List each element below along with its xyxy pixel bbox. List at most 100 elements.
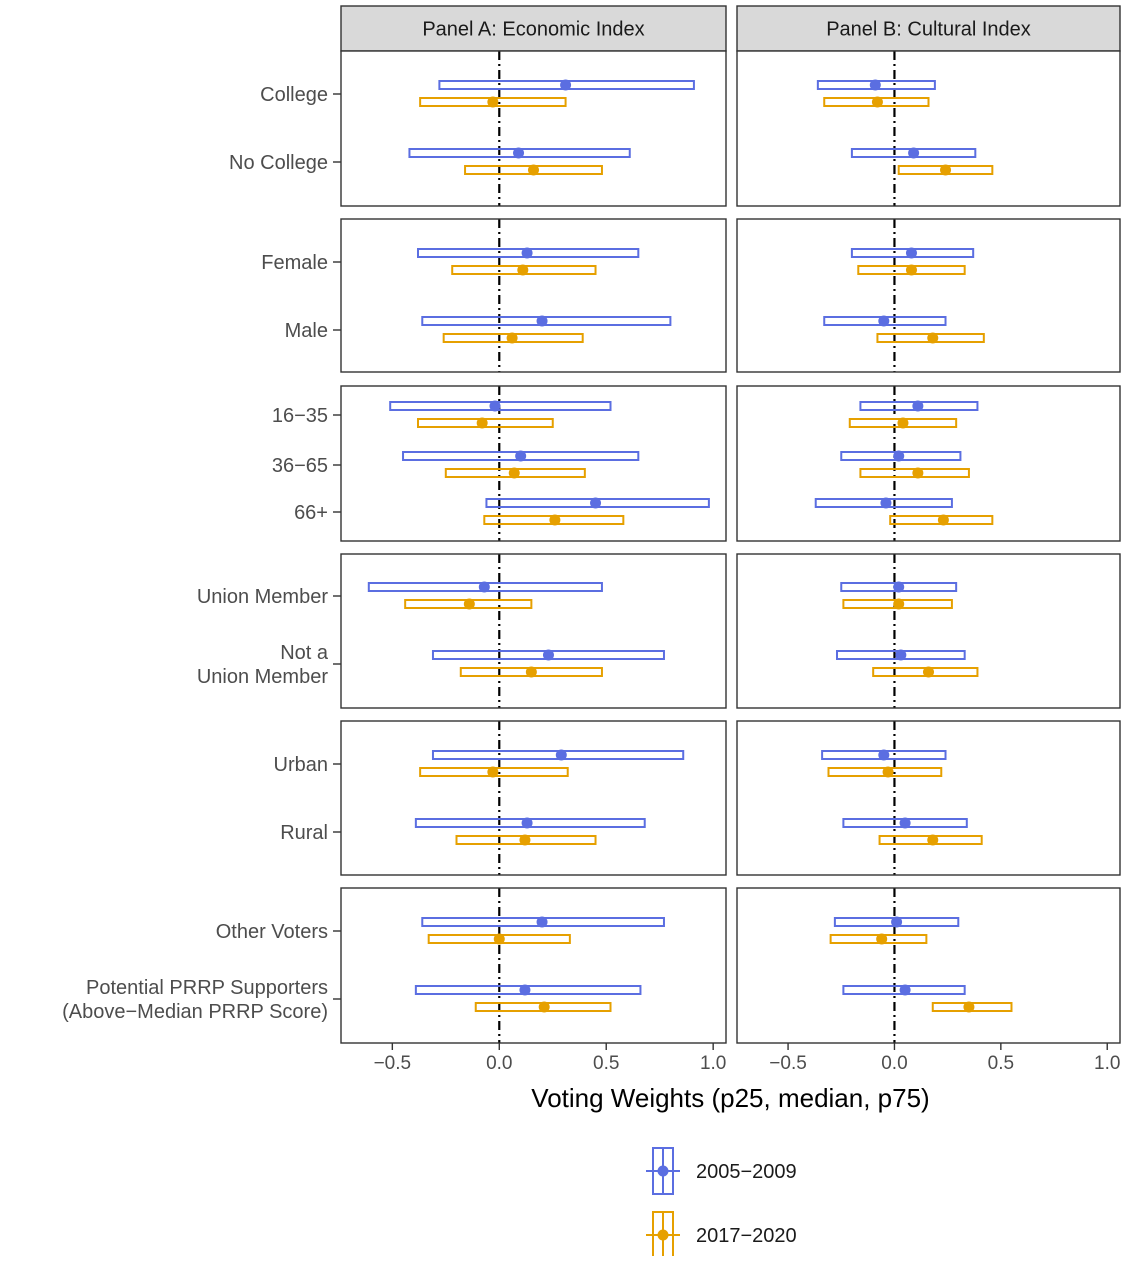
row-label: College — [260, 84, 328, 106]
panel-frame — [340, 385, 727, 542]
median-point — [487, 96, 499, 108]
median-point — [940, 164, 952, 176]
row-label: Potential PRRP Supporters (Above−Median P… — [62, 977, 328, 1023]
panel-frame — [736, 218, 1121, 373]
median-point — [536, 916, 548, 928]
panel-background — [737, 51, 1120, 206]
panel-background — [737, 888, 1120, 1043]
panel-background — [737, 721, 1120, 875]
median-point — [517, 264, 529, 276]
median-point — [513, 147, 525, 159]
median-point — [912, 400, 924, 412]
x-axis-label: Voting Weights (p25, median, p75) — [531, 1083, 929, 1113]
median-point — [899, 817, 911, 829]
x-tick-label: 1.0 — [700, 1053, 726, 1074]
panel-frame — [736, 385, 1121, 542]
row-label: Other Voters — [216, 921, 328, 943]
row-label: Rural — [280, 822, 328, 844]
median-point — [897, 417, 909, 429]
row-label: Not a Union Member — [197, 642, 329, 688]
panel-frame — [340, 218, 727, 373]
x-tick-label: −0.5 — [769, 1053, 807, 1074]
panel-background — [341, 721, 726, 875]
median-point — [905, 264, 917, 276]
legend-label: 2005−2009 — [696, 1161, 797, 1183]
median-point — [880, 497, 892, 509]
panel-background — [341, 554, 726, 708]
median-point — [882, 766, 894, 778]
panel-background — [341, 888, 726, 1043]
median-point — [927, 834, 939, 846]
median-point — [912, 467, 924, 479]
median-point — [871, 96, 883, 108]
x-tick-label: −0.5 — [374, 1053, 412, 1074]
row-label: 36−65 — [272, 455, 328, 477]
legend-label: 2017−2020 — [696, 1225, 797, 1247]
row-label: 66+ — [294, 502, 328, 524]
legend-item: 2017−2020 — [646, 1211, 797, 1259]
panel-strip — [340, 5, 727, 52]
median-point — [893, 598, 905, 610]
median-point — [869, 79, 881, 91]
interquartile-box — [421, 316, 672, 326]
median-point — [560, 79, 572, 91]
median-point — [937, 514, 949, 526]
x-tick-label: 0.0 — [486, 1053, 512, 1074]
median-point — [891, 916, 903, 928]
median-point — [463, 598, 475, 610]
median-point — [493, 933, 505, 945]
panel-frame — [340, 50, 727, 207]
median-point — [519, 984, 531, 996]
panel-title: Panel B: Cultural Index — [826, 19, 1031, 41]
median-point — [542, 649, 554, 661]
panel-strip — [736, 5, 1121, 52]
median-point — [899, 984, 911, 996]
panel-background — [341, 219, 726, 372]
median-point — [487, 766, 499, 778]
panel-title: Panel A: Economic Index — [422, 19, 644, 41]
x-tick-label: 1.0 — [1094, 1053, 1120, 1074]
row-label: 16−35 — [272, 405, 328, 427]
panel-frame — [736, 50, 1121, 207]
median-point — [521, 817, 533, 829]
median-point — [478, 581, 490, 593]
median-point — [525, 666, 537, 678]
median-point — [893, 450, 905, 462]
row-label: Female — [261, 252, 328, 274]
median-point — [528, 164, 539, 176]
panel-frame — [340, 720, 727, 876]
median-point — [905, 247, 917, 259]
median-point — [876, 933, 888, 945]
median-point — [489, 400, 501, 412]
median-point — [963, 1001, 975, 1013]
median-point — [549, 514, 561, 526]
legend-item: 2005−2009 — [646, 1147, 797, 1195]
median-point — [521, 247, 533, 259]
median-point — [923, 666, 934, 678]
row-label: Union Member — [197, 586, 329, 608]
row-label: No College — [229, 152, 328, 174]
panel-frame — [736, 720, 1121, 876]
interquartile-box — [389, 401, 612, 411]
panel-frame — [736, 553, 1121, 709]
legend-key-point — [657, 1165, 669, 1177]
panel-background — [341, 51, 726, 206]
row-label: Male — [285, 320, 328, 342]
median-point — [538, 1001, 550, 1013]
panel-background — [737, 219, 1120, 372]
panel-frame — [340, 887, 727, 1044]
panel-frame — [340, 553, 727, 709]
median-point — [878, 749, 890, 761]
row-label: Urban — [274, 754, 328, 776]
median-point — [536, 315, 548, 327]
median-point — [555, 749, 567, 761]
x-tick-label: 0.0 — [881, 1053, 907, 1074]
median-point — [878, 315, 890, 327]
panel-frame — [736, 887, 1121, 1044]
panel-background — [737, 554, 1120, 708]
legend-key-point — [657, 1229, 669, 1241]
median-point — [927, 332, 939, 344]
median-point — [590, 497, 602, 509]
median-point — [508, 467, 520, 479]
